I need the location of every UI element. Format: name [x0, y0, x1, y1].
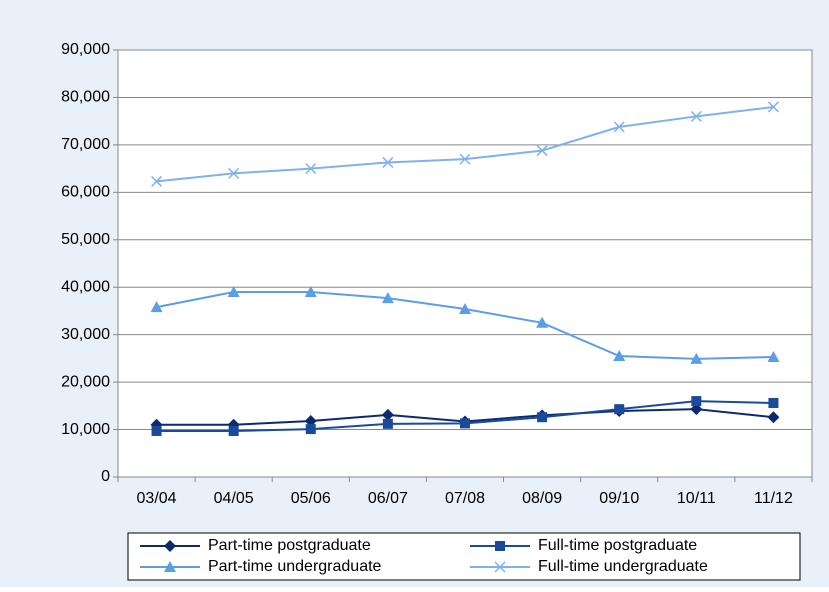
data-point	[228, 425, 239, 436]
data-point	[150, 301, 163, 313]
x-tick-label: 08/09	[522, 490, 562, 507]
data-point	[381, 408, 394, 421]
data-point	[304, 415, 317, 428]
x-tick-label: 06/07	[368, 490, 408, 507]
y-tick-label: 50,000	[61, 231, 110, 248]
legend	[127, 532, 801, 581]
legend-marker	[495, 541, 505, 551]
legend-marker	[164, 540, 176, 552]
legend-marker	[164, 561, 176, 572]
data-point	[459, 303, 471, 315]
data-point	[613, 121, 625, 133]
x-tick-label: 05/06	[291, 490, 331, 507]
data-point	[381, 292, 394, 304]
data-point	[227, 285, 240, 297]
legend-marker	[494, 561, 506, 573]
x-tick-label: 03/04	[137, 490, 177, 507]
data-point	[690, 110, 702, 122]
data-point	[613, 350, 626, 362]
y-tick-label: 0	[101, 468, 110, 485]
y-tick-label: 60,000	[61, 184, 110, 201]
data-point	[151, 425, 162, 436]
y-tick-label: 70,000	[61, 136, 110, 153]
data-point	[691, 396, 702, 407]
legend-label: Part-time undergraduate	[208, 558, 382, 575]
y-tick-label: 80,000	[61, 89, 110, 106]
data-point	[690, 352, 703, 364]
data-point	[305, 424, 316, 435]
data-point	[460, 418, 470, 429]
legend-label: Full-time undergraduate	[538, 558, 708, 575]
data-point	[304, 285, 317, 297]
y-tick-label: 20,000	[61, 373, 110, 390]
data-point	[690, 403, 703, 416]
y-tick-label: 10,000	[61, 421, 110, 438]
x-tick-label: 09/10	[599, 490, 639, 507]
data-point	[382, 156, 394, 168]
x-tick-label: 11/12	[754, 490, 793, 507]
legend-label: Part-time postgraduate	[208, 537, 371, 554]
legend-label: Full-time postgraduate	[538, 537, 697, 554]
data-point	[614, 404, 625, 415]
data-point	[151, 175, 163, 187]
y-tick-label: 30,000	[61, 326, 110, 343]
data-point	[459, 153, 471, 165]
data-point	[382, 418, 393, 429]
data-point	[767, 101, 779, 113]
data-point	[228, 167, 240, 179]
data-point	[536, 316, 549, 328]
data-point	[537, 412, 548, 423]
data-point	[536, 145, 548, 157]
data-point	[767, 411, 780, 424]
x-tick-label: 04/05	[214, 490, 254, 507]
data-point	[305, 163, 317, 175]
y-tick-label: 40,000	[61, 278, 110, 295]
data-point	[768, 397, 779, 408]
x-tick-label: 10/11	[677, 490, 716, 507]
x-tick-label: 07/08	[445, 490, 485, 507]
y-tick-label: 90,000	[61, 41, 110, 58]
data-point	[767, 350, 780, 362]
